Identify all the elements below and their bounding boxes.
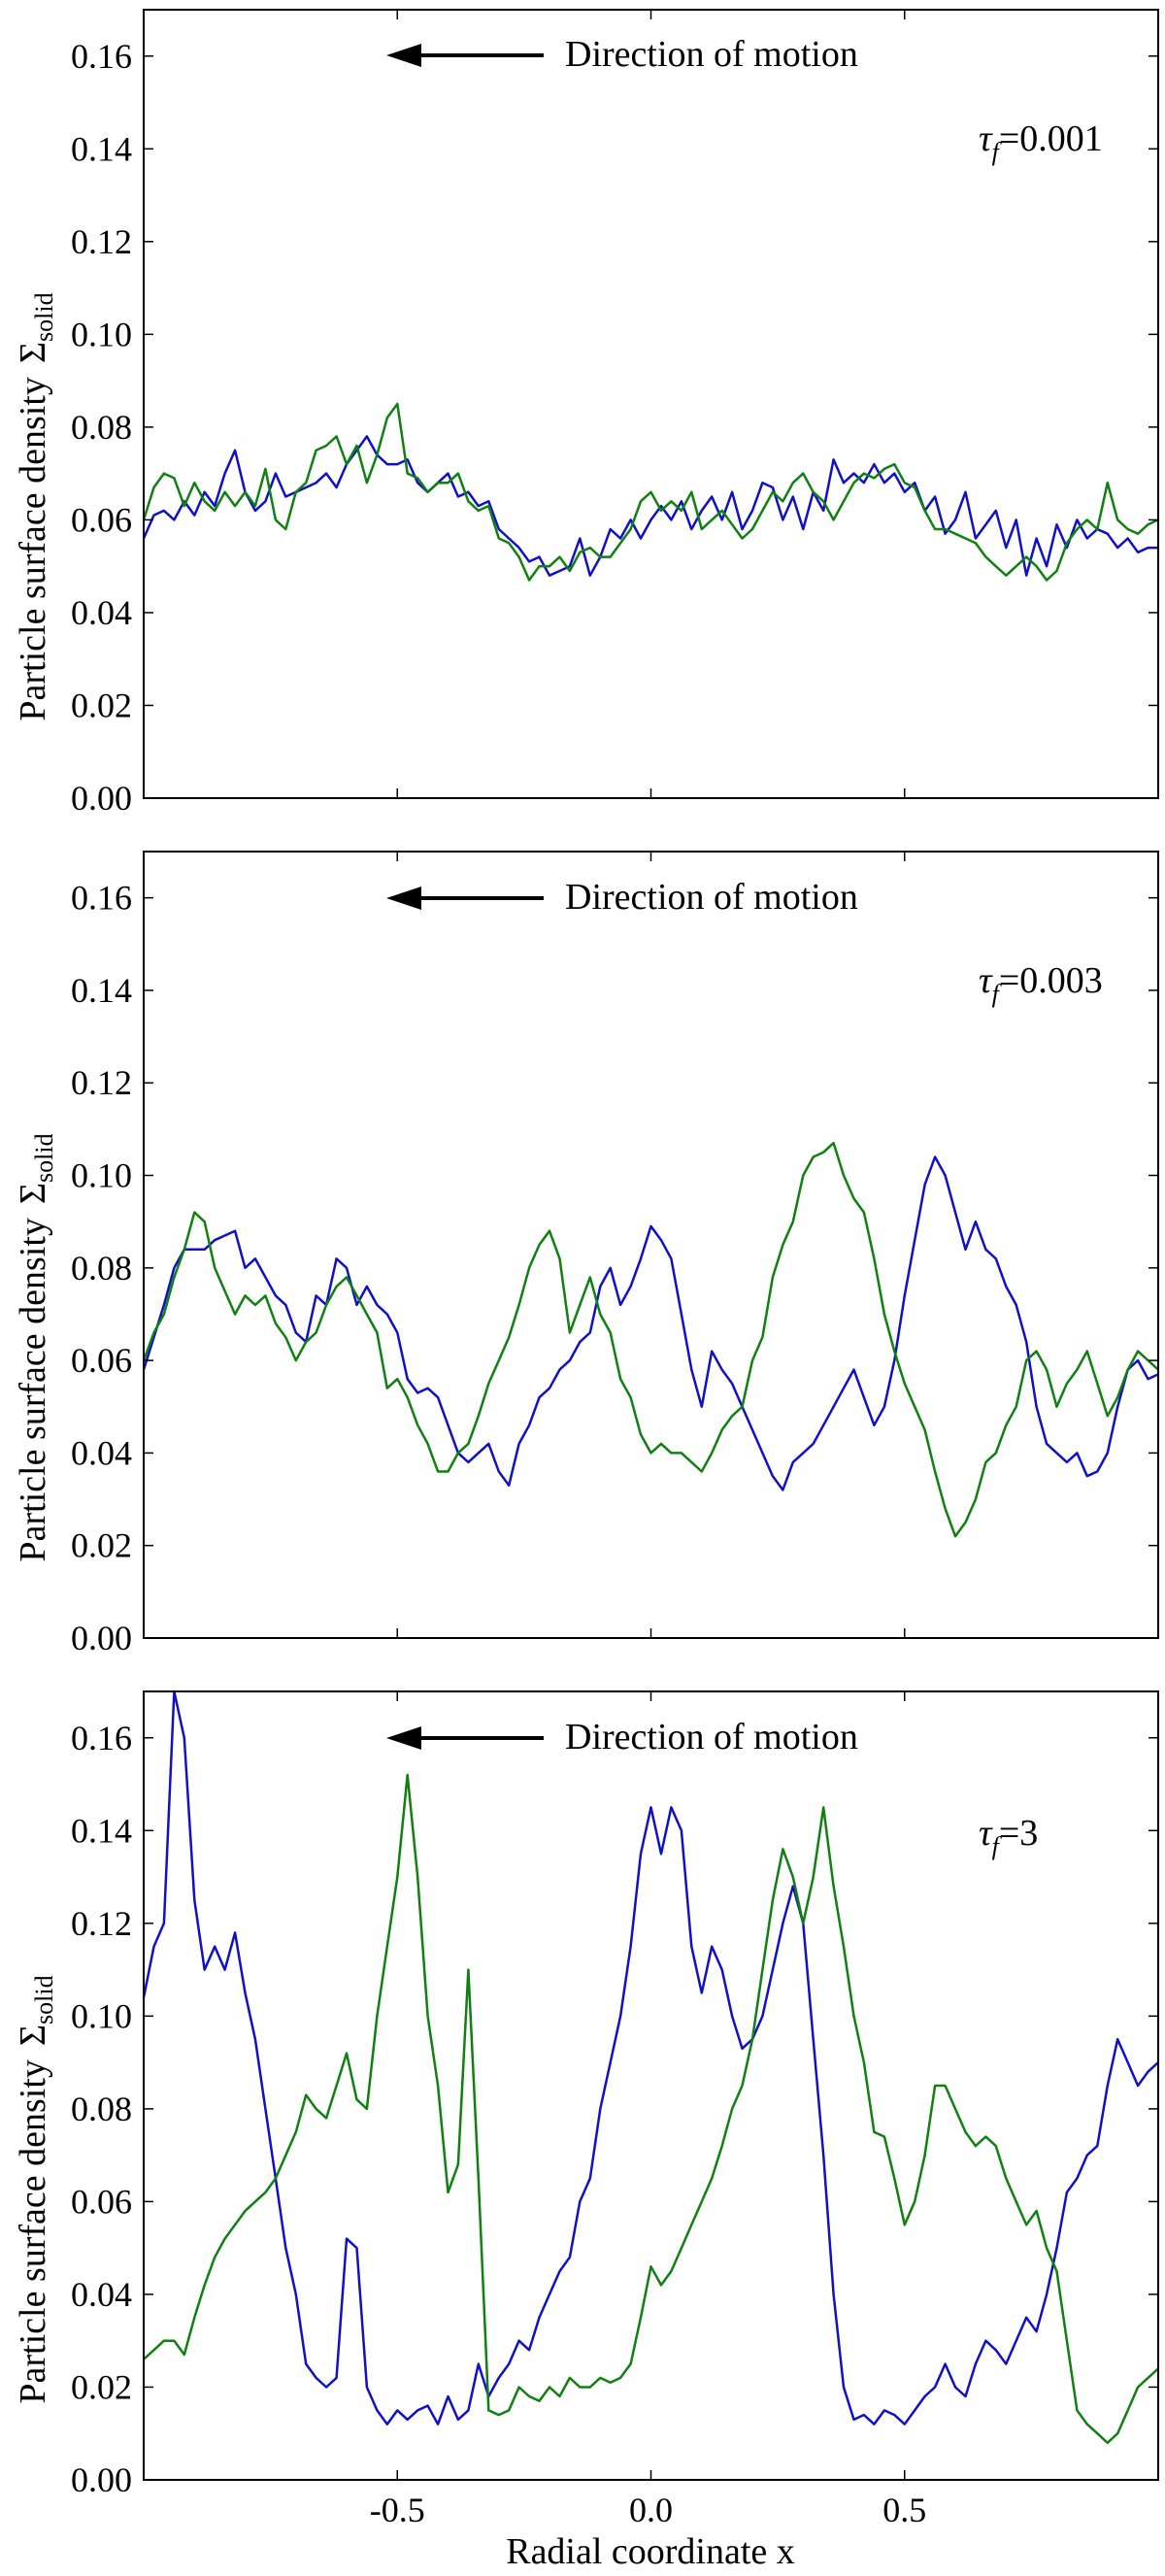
- y-tick-label: 0.10: [71, 1156, 132, 1195]
- y-tick-labels: 0.00 0.02 0.04 0.06 0.08 0.10 0.12 0.14 …: [71, 1719, 132, 2499]
- series-line-blue: [142, 1155, 1159, 1491]
- y-tick-label: 0.12: [71, 222, 132, 261]
- y-tick-label: 0.10: [71, 315, 132, 353]
- y-tick-label: 0.16: [71, 37, 132, 76]
- y-tick-label: 0.06: [71, 500, 132, 539]
- motion-arrow: [386, 887, 544, 910]
- y-tick-labels: 0.00 0.02 0.04 0.06 0.08 0.10 0.12 0.14 …: [71, 879, 132, 1657]
- y-tick-label: 0.16: [71, 879, 132, 918]
- series-line-green: [142, 1141, 1159, 1538]
- ticks-layer: [144, 1691, 1158, 2481]
- y-axis-label: Particle surface densityΣsolid: [13, 292, 58, 720]
- y-tick-label: 0.14: [71, 971, 132, 1010]
- y-tick-label: 0.06: [71, 2182, 132, 2221]
- y-tick-label: 0.04: [71, 593, 132, 632]
- y-tick-label: 0.04: [71, 2275, 132, 2314]
- direction-of-motion-label: Direction of motion: [565, 877, 858, 918]
- y-tick-label: 0.12: [71, 1904, 132, 1943]
- series-layer: [142, 1141, 1159, 1538]
- y-tick-label: 0.02: [71, 2367, 132, 2406]
- x-tick-labels: -0.5 0.0 0.5: [370, 2491, 927, 2529]
- panel-tau-0003: 0.00 0.02 0.04 0.06 0.08 0.10 0.12 0.14 …: [13, 851, 1159, 1657]
- motion-arrow: [386, 44, 544, 67]
- arrow-head: [386, 1726, 421, 1750]
- y-axis-label: Particle surface densityΣsolid: [13, 1133, 58, 1561]
- series-layer: [142, 402, 1159, 582]
- series-line-blue: [142, 1689, 1159, 2425]
- y-tick-label: 0.00: [71, 1619, 132, 1657]
- y-tick-label: 0.10: [71, 1996, 132, 2035]
- y-tick-label: 0.04: [71, 1433, 132, 1472]
- y-axis-label: Particle surface densityΣsolid: [13, 1975, 58, 2403]
- y-tick-label: 0.02: [71, 686, 132, 724]
- direction-of-motion-label: Direction of motion: [565, 34, 858, 75]
- ticks-layer: [144, 852, 1158, 1639]
- x-tick-label: -0.5: [370, 2491, 425, 2529]
- tau-label: τf=0.001: [979, 118, 1103, 166]
- direction-of-motion-label: Direction of motion: [565, 1717, 858, 1757]
- series-layer: [142, 1689, 1159, 2445]
- tau-label: τf=3: [979, 1813, 1038, 1860]
- arrow-head: [386, 887, 421, 910]
- series-line-green: [142, 402, 1159, 582]
- y-tick-label: 0.14: [71, 129, 132, 168]
- y-tick-label: 0.12: [71, 1063, 132, 1102]
- y-tick-label: 0.14: [71, 1811, 132, 1850]
- arrow-head: [386, 44, 421, 67]
- y-tick-label: 0.08: [71, 408, 132, 447]
- series-line-green: [143, 1773, 1159, 2445]
- ticks-layer: [144, 10, 1158, 799]
- y-tick-label: 0.08: [71, 2090, 132, 2128]
- panel-tau-3: 0.00 0.02 0.04 0.06 0.08 0.10 0.12 0.14 …: [13, 1689, 1159, 2529]
- panel-tau-0001: 0.00 0.02 0.04 0.06 0.08 0.10 0.12 0.14 …: [13, 9, 1159, 818]
- y-tick-label: 0.16: [71, 1719, 132, 1757]
- y-tick-labels: 0.00 0.02 0.04 0.06 0.08 0.10 0.12 0.14 …: [71, 37, 132, 818]
- x-tick-label: 0.0: [629, 2491, 673, 2529]
- y-tick-label: 0.02: [71, 1526, 132, 1565]
- tau-label: τf=0.003: [979, 960, 1103, 1008]
- series-line-blue: [142, 435, 1158, 577]
- y-tick-label: 0.00: [71, 779, 132, 818]
- motion-arrow: [386, 1726, 544, 1750]
- y-tick-label: 0.00: [71, 2460, 132, 2499]
- x-axis-label: Radial coordinate x: [506, 2531, 795, 2572]
- y-tick-label: 0.08: [71, 1249, 132, 1288]
- y-tick-label: 0.06: [71, 1341, 132, 1380]
- x-tick-label: 0.5: [882, 2491, 926, 2529]
